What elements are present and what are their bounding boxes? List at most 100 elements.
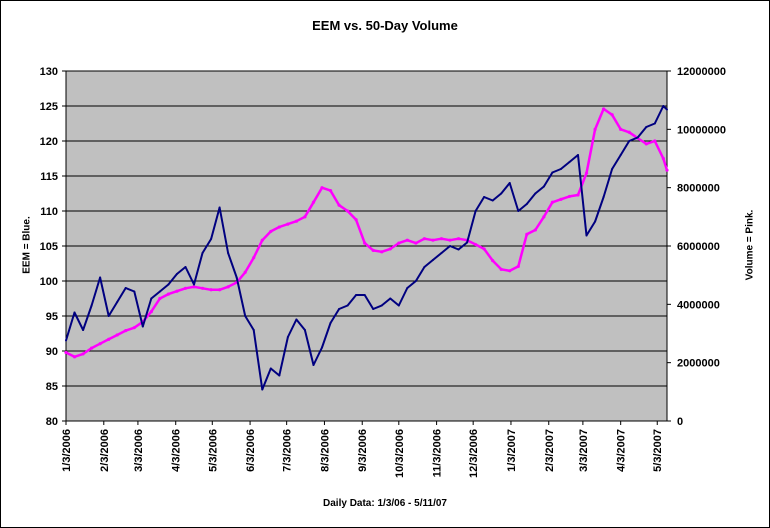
x-tick-label: 2/3/2006	[99, 429, 111, 472]
volume-point	[371, 248, 375, 252]
eem-point	[312, 364, 315, 366]
volume-point	[602, 107, 606, 111]
eem-point	[303, 329, 306, 331]
eem-point	[329, 322, 332, 324]
eem-point	[218, 206, 221, 209]
eem-point	[431, 259, 434, 261]
volume-point	[72, 355, 77, 359]
volume-point	[354, 218, 358, 222]
x-tick-label: 10/3/2006	[394, 429, 406, 478]
eem-point	[662, 105, 665, 107]
left-tick-label: 115	[40, 171, 58, 183]
volume-point	[328, 188, 333, 193]
eem-point	[542, 185, 545, 188]
eem-point	[295, 318, 298, 321]
volume-point	[627, 130, 631, 134]
volume-point	[542, 215, 546, 219]
eem-point	[594, 220, 597, 223]
volume-point	[311, 200, 316, 204]
volume-point	[200, 286, 205, 290]
left-tick-label: 90	[46, 346, 58, 358]
eem-point	[116, 301, 119, 303]
eem-point	[338, 308, 341, 310]
eem-point	[261, 388, 264, 391]
eem-point	[252, 329, 255, 331]
x-tick-label: 1/3/2007	[506, 429, 518, 472]
volume-point	[363, 241, 367, 245]
x-tick-label: 9/3/2006	[357, 429, 369, 472]
volume-point	[431, 238, 435, 242]
volume-point	[337, 203, 341, 207]
volume-point	[107, 337, 111, 341]
eem-point	[321, 346, 324, 349]
x-tick-label: 12/3/2006	[468, 429, 480, 478]
volume-point	[166, 292, 171, 296]
left-tick-label: 105	[40, 241, 58, 253]
volume-point	[491, 258, 495, 263]
eem-point	[235, 276, 238, 279]
eem-point	[150, 297, 153, 300]
volume-point	[474, 242, 478, 247]
volume-point	[149, 310, 153, 314]
volume-point	[533, 228, 537, 232]
volume-point	[320, 186, 324, 190]
eem-point	[457, 248, 460, 251]
eem-price-line	[65, 105, 668, 391]
eem-point	[636, 136, 639, 139]
eem-point	[491, 199, 494, 202]
volume-point	[482, 247, 486, 251]
chart-title: EEM vs. 50-Day Volume	[312, 18, 458, 33]
volume-point	[226, 285, 230, 289]
eem-point	[568, 161, 571, 163]
volume-point	[294, 219, 299, 223]
eem-point	[577, 154, 580, 156]
eem-point	[269, 367, 272, 370]
volume-point	[644, 142, 648, 146]
volume-point	[593, 127, 597, 131]
volume-point	[132, 326, 136, 330]
eem-point	[193, 283, 196, 286]
volume-point	[192, 285, 196, 289]
eem-point	[414, 280, 417, 282]
left-tick-label: 130	[40, 66, 58, 78]
left-tick-label: 80	[46, 416, 58, 428]
eem-point	[175, 273, 178, 275]
volume-point	[661, 156, 665, 161]
eem-point	[167, 283, 170, 286]
eem-point	[406, 287, 409, 289]
eem-point	[466, 241, 469, 244]
eem-point	[99, 276, 102, 279]
left-tick-label: 100	[40, 276, 58, 288]
volume-point	[218, 288, 222, 292]
right-tick-label: 2000000	[677, 358, 720, 370]
volume-point	[550, 200, 555, 204]
volume-point	[81, 352, 85, 356]
volume-point	[158, 296, 162, 301]
volume-point	[448, 238, 452, 242]
volume-point	[439, 237, 444, 241]
right-tick-label: 8000000	[677, 183, 720, 195]
eem-point	[244, 315, 247, 317]
x-tick-label: 3/3/2007	[578, 429, 590, 472]
eem-point	[73, 311, 76, 314]
x-tick-label: 4/3/2006	[171, 429, 183, 472]
eem-point	[602, 196, 605, 198]
x-tick-label: 5/3/2006	[207, 429, 219, 472]
volume-point	[405, 238, 409, 242]
volume-point	[243, 270, 247, 274]
volume-point	[559, 197, 563, 201]
eem-point	[278, 374, 281, 377]
eem-point	[534, 192, 537, 195]
volume-point	[380, 250, 384, 254]
volume-point	[397, 241, 401, 245]
volume-point	[456, 237, 461, 241]
eem-point	[65, 339, 67, 342]
x-tick-label: 4/3/2007	[616, 429, 628, 472]
eem-point	[380, 304, 383, 307]
volume-point	[64, 350, 68, 355]
volume-point	[499, 267, 503, 271]
right-tick-label: 6000000	[677, 241, 720, 253]
right-tick-label: 12000000	[677, 66, 726, 78]
eem-point	[227, 252, 230, 254]
volume-point	[286, 222, 290, 226]
